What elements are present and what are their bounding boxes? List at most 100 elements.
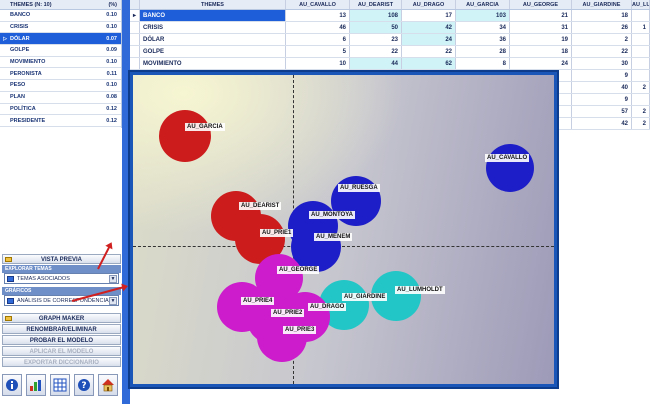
column-header[interactable]: AU_GARCIA xyxy=(456,0,510,9)
table-row[interactable]: CRISIS 46 50 42 34 31 26 1 xyxy=(130,22,650,34)
info-icon[interactable] xyxy=(2,374,22,396)
map-point-au-garcia[interactable] xyxy=(159,110,211,162)
value-cell: 2 xyxy=(572,34,632,45)
chevron-down-icon[interactable]: ▼ xyxy=(109,275,117,283)
column-header[interactable]: AU_DEARIST xyxy=(350,0,402,9)
theme-pct: 0.09 xyxy=(106,47,117,54)
theme-pct: 0.11 xyxy=(106,70,117,77)
map-point-au-menem[interactable] xyxy=(291,222,341,272)
vista-previa-button[interactable]: VISTA PREVIA xyxy=(2,254,121,264)
graficos-value: ANÁLISIS DE CORRESPONDENCIAS xyxy=(17,298,113,304)
value-cell: 6 xyxy=(286,34,350,45)
vista-previa-label: VISTA PREVIA xyxy=(40,257,82,263)
probar-modelo-button[interactable]: PROBAR EL MODELO xyxy=(2,335,121,345)
value-cell: 9 xyxy=(572,94,632,105)
theme-pct: 0.10 xyxy=(106,59,117,66)
table-row[interactable]: ▸ BANCO 13 108 17 103 21 18 xyxy=(130,10,650,22)
graph-maker-button[interactable]: GRAPH MAKER xyxy=(2,313,121,323)
renombrar-eliminar-button[interactable]: RENOMBRAR/ELIMINAR xyxy=(2,324,121,334)
map-point-au-prie3[interactable] xyxy=(257,312,307,362)
themes-col-name[interactable]: THEMES (N: 10) xyxy=(10,2,52,8)
value-cell: 19 xyxy=(510,34,572,45)
toolbar-icons: ? xyxy=(2,374,122,398)
row-marker-icon xyxy=(130,58,140,69)
value-cell: 13 xyxy=(286,10,350,21)
row-marker-icon: ▸ xyxy=(130,10,140,21)
table-row[interactable]: DÓLAR 6 23 24 36 19 2 xyxy=(130,34,650,46)
theme-name: MOVIMIENTO xyxy=(10,59,46,66)
theme-row[interactable]: PRESIDENTE 0.12 xyxy=(0,115,121,127)
value-cell: 22 xyxy=(572,46,632,57)
grid-icon[interactable] xyxy=(50,374,70,396)
row-marker-icon xyxy=(130,22,140,33)
value-cell: 24 xyxy=(402,34,456,45)
theme-name: PLAN xyxy=(10,94,25,101)
svg-text:?: ? xyxy=(81,381,86,391)
value-cell xyxy=(632,94,650,105)
theme-row[interactable]: ▷ DÓLAR 0.07 xyxy=(0,33,121,46)
value-cell: 23 xyxy=(350,34,402,45)
theme-row[interactable]: CRISIS 0.10 xyxy=(0,22,121,34)
map-point-label: AU_GIARDINE xyxy=(342,293,388,301)
theme-cell: MOVIMIENTO xyxy=(140,58,286,69)
chart-icon[interactable] xyxy=(26,374,46,396)
theme-row[interactable]: BANCO 0.10 xyxy=(0,10,121,22)
theme-row[interactable]: PLAN 0.08 xyxy=(0,92,121,104)
theme-cell: DÓLAR xyxy=(140,34,286,45)
table-row[interactable]: GOLPE 5 22 22 28 18 22 xyxy=(130,46,650,58)
value-cell: 18 xyxy=(572,10,632,21)
map-point-label: AU_DEARIST xyxy=(239,202,282,210)
theme-name: POLÍTICA xyxy=(10,105,36,112)
folder-icon xyxy=(5,257,12,262)
value-cell xyxy=(632,70,650,81)
map-point-label: AU_MENEM xyxy=(314,233,353,241)
value-cell xyxy=(510,106,572,117)
map-point-au-cavallo[interactable] xyxy=(486,144,534,192)
correspondence-map[interactable]: AU_GARCIA AU_CAVALLO AU_RUESGA AU_DEARIST AU… xyxy=(133,75,554,384)
home-icon[interactable] xyxy=(98,374,118,396)
value-cell: 2 xyxy=(632,118,650,129)
theme-row[interactable]: POLÍTICA 0.12 xyxy=(0,104,121,116)
explorar-temas-select[interactable]: TEMAS ASOCIADOS ▼ xyxy=(4,273,119,284)
chevron-down-icon[interactable]: ▼ xyxy=(109,297,117,305)
square-icon xyxy=(7,298,14,304)
value-cell xyxy=(510,94,572,105)
column-header[interactable]: AU_DRAGO xyxy=(402,0,456,9)
column-header[interactable]: AU_GIARDINE xyxy=(572,0,632,9)
value-cell xyxy=(632,58,650,69)
value-cell: 8 xyxy=(456,58,510,69)
column-header[interactable]: AU_LUMHOLDT xyxy=(632,0,650,9)
column-header[interactable]: AU_GEORGE xyxy=(510,0,572,9)
theme-row[interactable]: MOVIMIENTO 0.10 xyxy=(0,57,121,69)
themes-list-header: THEMES (N: 10) (%) xyxy=(0,0,121,10)
value-cell: 10 xyxy=(286,58,350,69)
folder-icon xyxy=(5,316,12,321)
theme-row[interactable]: PERONISTA 0.11 xyxy=(0,68,121,81)
value-cell: 5 xyxy=(286,46,350,57)
map-point-label: AU_GARCIA xyxy=(185,123,225,131)
horizontal-axis-line xyxy=(133,246,554,247)
row-marker-icon xyxy=(130,46,140,57)
theme-pct: 0.10 xyxy=(106,12,117,19)
themes-col-pct[interactable]: (%) xyxy=(108,2,117,8)
theme-row[interactable]: PESO 0.10 xyxy=(0,80,121,92)
column-header[interactable]: THEMES xyxy=(140,0,286,9)
graficos-select[interactable]: ANÁLISIS DE CORRESPONDENCIAS ▼ xyxy=(4,295,119,306)
value-cell: 26 xyxy=(572,22,632,33)
table-row[interactable]: MOVIMIENTO 10 44 62 8 24 30 xyxy=(130,58,650,70)
row-marker-icon xyxy=(130,34,140,45)
theme-name: PERONISTA xyxy=(10,70,42,77)
help-icon[interactable]: ? xyxy=(74,374,94,396)
aplicar-modelo-button[interactable]: APLICAR EL MODELO xyxy=(2,346,121,356)
value-cell: 42 xyxy=(572,118,632,129)
value-cell: 9 xyxy=(572,70,632,81)
column-header[interactable]: AU_CAVALLO xyxy=(286,0,350,9)
theme-name: PESO xyxy=(10,82,26,89)
theme-row[interactable]: GOLPE 0.09 xyxy=(0,45,121,57)
exportar-diccionario-button[interactable]: EXPORTAR DICCIONARIO xyxy=(2,357,121,367)
value-cell: 46 xyxy=(286,22,350,33)
value-cell: 17 xyxy=(402,10,456,21)
value-cell xyxy=(632,46,650,57)
map-point-label: AU_CAVALLO xyxy=(485,154,530,162)
